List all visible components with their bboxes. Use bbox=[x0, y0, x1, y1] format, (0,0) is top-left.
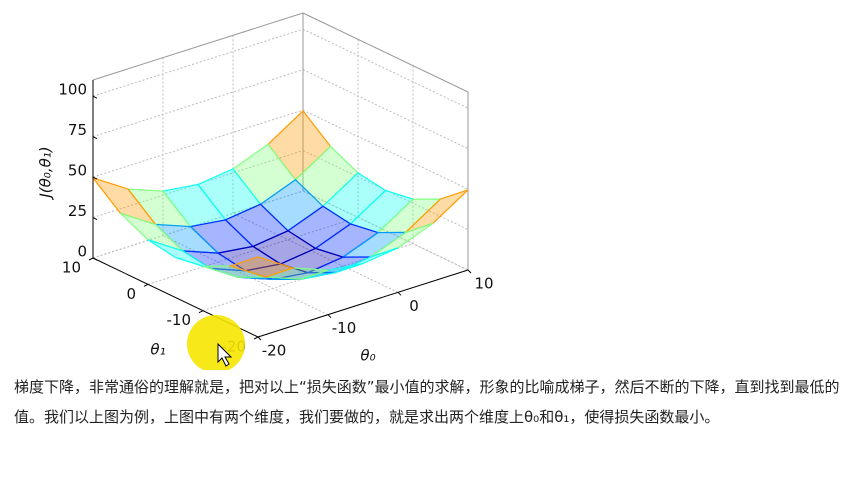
axis-line bbox=[257, 269, 469, 338]
grid-line bbox=[92, 28, 304, 97]
grid-line bbox=[302, 28, 469, 109]
grid-line bbox=[92, 150, 304, 219]
surface bbox=[91, 110, 469, 281]
tick-mark bbox=[253, 336, 259, 340]
z-axis-label: J(θ₀,θ₁) bbox=[37, 146, 55, 200]
tick-mark bbox=[92, 136, 98, 140]
y-tick-label: -10 bbox=[167, 311, 192, 329]
z-tick-label: 75 bbox=[68, 121, 87, 139]
x-tick-label: -10 bbox=[332, 319, 357, 337]
body-text: 梯度下降，非常通俗的理解就是，把对以上“损失函数”最小值的求解，形象的比喻成梯子… bbox=[14, 378, 840, 426]
tick-mark bbox=[92, 257, 98, 261]
grid-line bbox=[302, 190, 469, 271]
grid-line bbox=[92, 109, 304, 178]
grid-line bbox=[302, 69, 469, 150]
tick-mark bbox=[88, 257, 94, 261]
grid-line bbox=[92, 69, 304, 138]
tick-mark bbox=[397, 291, 402, 296]
z-tick-label: 0 bbox=[77, 243, 87, 261]
tick-mark bbox=[257, 336, 262, 341]
z-tick-label: 100 bbox=[58, 81, 87, 99]
x-tick-label: -20 bbox=[262, 342, 287, 360]
tick-mark bbox=[92, 217, 98, 220]
grid-line bbox=[302, 109, 469, 190]
y-tick-label: 10 bbox=[62, 259, 81, 277]
tick-mark bbox=[143, 283, 149, 287]
grid-line bbox=[302, 190, 469, 271]
box-edge bbox=[302, 12, 469, 93]
x-tick-label: 10 bbox=[474, 275, 493, 293]
z-tick-label: 25 bbox=[68, 202, 87, 220]
tick-mark bbox=[92, 176, 98, 180]
surface-patch bbox=[228, 256, 295, 278]
x-tick-label: 0 bbox=[409, 297, 419, 315]
tick-mark bbox=[92, 95, 98, 99]
y-axis-label: θ₁ bbox=[150, 341, 165, 359]
grid-line bbox=[162, 235, 329, 316]
x-axis-label: θ₀ bbox=[360, 347, 375, 365]
cursor-highlight bbox=[187, 315, 245, 370]
tick-mark bbox=[327, 314, 332, 319]
tick-mark bbox=[467, 269, 472, 274]
grid-line bbox=[232, 212, 399, 293]
z-tick-label: 50 bbox=[68, 162, 87, 180]
mouse-cursor bbox=[217, 342, 233, 367]
y-tick-label: 0 bbox=[126, 285, 136, 303]
box-edge bbox=[92, 12, 304, 81]
tick-mark bbox=[198, 310, 204, 314]
chart: θ₀ θ₁ J(θ₀,θ₁) -20-10010-20-100100255075… bbox=[37, 12, 494, 370]
grid-line bbox=[147, 216, 359, 285]
grid-line bbox=[92, 190, 304, 259]
grid-line bbox=[202, 243, 414, 312]
